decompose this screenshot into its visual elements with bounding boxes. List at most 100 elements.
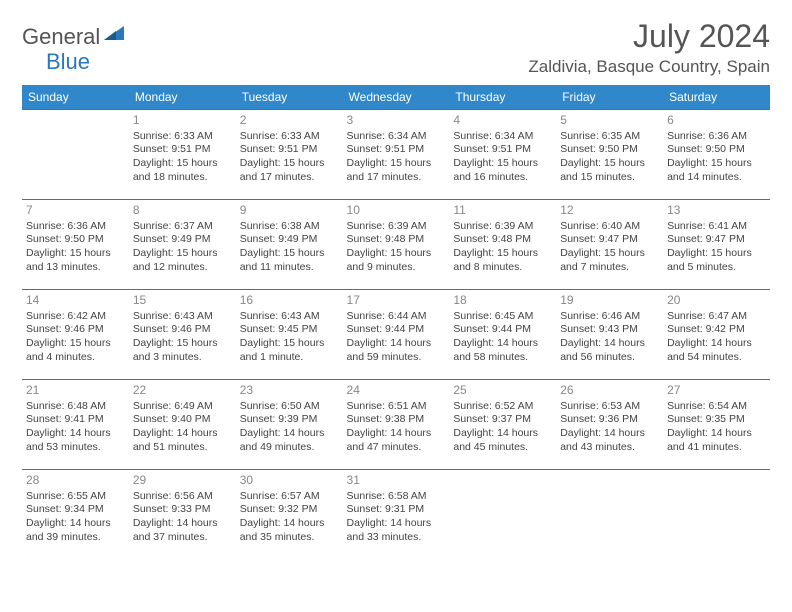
calendar-week-row: 7Sunrise: 6:36 AMSunset: 9:50 PMDaylight… xyxy=(22,200,770,290)
day-number: 8 xyxy=(133,203,232,219)
calendar-table: SundayMondayTuesdayWednesdayThursdayFrid… xyxy=(22,85,770,560)
calendar-day-cell xyxy=(663,470,770,560)
day-detail-line: Sunset: 9:51 PM xyxy=(453,143,552,157)
day-detail-line: Daylight: 15 hours and 1 minute. xyxy=(240,337,339,364)
day-detail-line: Daylight: 14 hours and 33 minutes. xyxy=(347,517,446,544)
calendar-week-row: 28Sunrise: 6:55 AMSunset: 9:34 PMDayligh… xyxy=(22,470,770,560)
day-detail-line: Sunset: 9:46 PM xyxy=(133,323,232,337)
day-detail-line: Sunrise: 6:43 AM xyxy=(240,310,339,324)
day-number: 7 xyxy=(26,203,125,219)
day-header: Friday xyxy=(556,85,663,110)
day-detail-line: Sunset: 9:33 PM xyxy=(133,503,232,517)
day-detail-line: Sunrise: 6:53 AM xyxy=(560,400,659,414)
day-number: 30 xyxy=(240,473,339,489)
day-detail-line: Sunset: 9:34 PM xyxy=(26,503,125,517)
day-header: Monday xyxy=(129,85,236,110)
calendar-day-cell: 16Sunrise: 6:43 AMSunset: 9:45 PMDayligh… xyxy=(236,290,343,380)
brand-logo: General xyxy=(22,24,126,50)
day-number: 6 xyxy=(667,113,766,129)
calendar-day-cell: 14Sunrise: 6:42 AMSunset: 9:46 PMDayligh… xyxy=(22,290,129,380)
day-detail-line: Sunrise: 6:57 AM xyxy=(240,490,339,504)
day-number: 23 xyxy=(240,383,339,399)
day-detail-line: Daylight: 14 hours and 43 minutes. xyxy=(560,427,659,454)
day-detail-line: Sunrise: 6:56 AM xyxy=(133,490,232,504)
day-number: 18 xyxy=(453,293,552,309)
day-number: 15 xyxy=(133,293,232,309)
calendar-day-cell: 22Sunrise: 6:49 AMSunset: 9:40 PMDayligh… xyxy=(129,380,236,470)
calendar-day-cell: 8Sunrise: 6:37 AMSunset: 9:49 PMDaylight… xyxy=(129,200,236,290)
day-detail-line: Daylight: 14 hours and 59 minutes. xyxy=(347,337,446,364)
day-detail-line: Sunset: 9:49 PM xyxy=(133,233,232,247)
calendar-day-cell: 6Sunrise: 6:36 AMSunset: 9:50 PMDaylight… xyxy=(663,110,770,200)
day-number: 20 xyxy=(667,293,766,309)
day-detail-line: Daylight: 15 hours and 12 minutes. xyxy=(133,247,232,274)
day-detail-line: Sunrise: 6:41 AM xyxy=(667,220,766,234)
calendar-day-cell xyxy=(556,470,663,560)
day-detail-line: Daylight: 14 hours and 49 minutes. xyxy=(240,427,339,454)
calendar-day-cell: 15Sunrise: 6:43 AMSunset: 9:46 PMDayligh… xyxy=(129,290,236,380)
day-detail-line: Sunset: 9:38 PM xyxy=(347,413,446,427)
day-number: 3 xyxy=(347,113,446,129)
calendar-body: 1Sunrise: 6:33 AMSunset: 9:51 PMDaylight… xyxy=(22,110,770,560)
brand-part1: General xyxy=(22,24,100,50)
day-header: Thursday xyxy=(449,85,556,110)
day-detail-line: Sunrise: 6:35 AM xyxy=(560,130,659,144)
day-detail-line: Daylight: 15 hours and 5 minutes. xyxy=(667,247,766,274)
day-detail-line: Daylight: 14 hours and 53 minutes. xyxy=(26,427,125,454)
day-detail-line: Sunrise: 6:40 AM xyxy=(560,220,659,234)
day-detail-line: Sunset: 9:51 PM xyxy=(347,143,446,157)
day-detail-line: Sunset: 9:43 PM xyxy=(560,323,659,337)
day-detail-line: Sunrise: 6:50 AM xyxy=(240,400,339,414)
day-number: 26 xyxy=(560,383,659,399)
day-detail-line: Sunrise: 6:46 AM xyxy=(560,310,659,324)
day-number: 29 xyxy=(133,473,232,489)
day-detail-line: Daylight: 15 hours and 9 minutes. xyxy=(347,247,446,274)
day-detail-line: Sunset: 9:45 PM xyxy=(240,323,339,337)
day-detail-line: Sunset: 9:44 PM xyxy=(347,323,446,337)
day-number: 4 xyxy=(453,113,552,129)
day-detail-line: Sunrise: 6:52 AM xyxy=(453,400,552,414)
day-detail-line: Daylight: 14 hours and 51 minutes. xyxy=(133,427,232,454)
day-number: 28 xyxy=(26,473,125,489)
calendar-day-cell: 7Sunrise: 6:36 AMSunset: 9:50 PMDaylight… xyxy=(22,200,129,290)
day-detail-line: Sunset: 9:32 PM xyxy=(240,503,339,517)
day-number: 17 xyxy=(347,293,446,309)
day-detail-line: Daylight: 15 hours and 16 minutes. xyxy=(453,157,552,184)
day-detail-line: Sunset: 9:40 PM xyxy=(133,413,232,427)
calendar-day-cell: 11Sunrise: 6:39 AMSunset: 9:48 PMDayligh… xyxy=(449,200,556,290)
day-number: 5 xyxy=(560,113,659,129)
day-detail-line: Sunrise: 6:45 AM xyxy=(453,310,552,324)
day-detail-line: Sunset: 9:49 PM xyxy=(240,233,339,247)
day-detail-line: Sunset: 9:48 PM xyxy=(347,233,446,247)
day-detail-line: Sunrise: 6:47 AM xyxy=(667,310,766,324)
day-detail-line: Daylight: 15 hours and 13 minutes. xyxy=(26,247,125,274)
calendar-day-cell: 9Sunrise: 6:38 AMSunset: 9:49 PMDaylight… xyxy=(236,200,343,290)
day-detail-line: Sunrise: 6:34 AM xyxy=(347,130,446,144)
day-detail-line: Sunrise: 6:34 AM xyxy=(453,130,552,144)
calendar-day-cell: 13Sunrise: 6:41 AMSunset: 9:47 PMDayligh… xyxy=(663,200,770,290)
calendar-day-cell: 2Sunrise: 6:33 AMSunset: 9:51 PMDaylight… xyxy=(236,110,343,200)
calendar-day-cell: 3Sunrise: 6:34 AMSunset: 9:51 PMDaylight… xyxy=(343,110,450,200)
day-detail-line: Daylight: 15 hours and 3 minutes. xyxy=(133,337,232,364)
day-detail-line: Daylight: 14 hours and 41 minutes. xyxy=(667,427,766,454)
day-detail-line: Sunset: 9:36 PM xyxy=(560,413,659,427)
calendar-day-cell: 20Sunrise: 6:47 AMSunset: 9:42 PMDayligh… xyxy=(663,290,770,380)
day-detail-line: Daylight: 14 hours and 56 minutes. xyxy=(560,337,659,364)
day-detail-line: Sunrise: 6:36 AM xyxy=(26,220,125,234)
day-detail-line: Sunset: 9:48 PM xyxy=(453,233,552,247)
day-detail-line: Sunrise: 6:42 AM xyxy=(26,310,125,324)
day-number: 21 xyxy=(26,383,125,399)
day-detail-line: Sunset: 9:42 PM xyxy=(667,323,766,337)
day-number: 25 xyxy=(453,383,552,399)
day-detail-line: Sunset: 9:47 PM xyxy=(560,233,659,247)
day-detail-line: Sunset: 9:41 PM xyxy=(26,413,125,427)
calendar-day-cell: 10Sunrise: 6:39 AMSunset: 9:48 PMDayligh… xyxy=(343,200,450,290)
day-detail-line: Sunset: 9:31 PM xyxy=(347,503,446,517)
day-detail-line: Daylight: 14 hours and 39 minutes. xyxy=(26,517,125,544)
day-detail-line: Sunrise: 6:39 AM xyxy=(453,220,552,234)
day-detail-line: Daylight: 15 hours and 7 minutes. xyxy=(560,247,659,274)
calendar-day-cell: 17Sunrise: 6:44 AMSunset: 9:44 PMDayligh… xyxy=(343,290,450,380)
day-detail-line: Sunrise: 6:55 AM xyxy=(26,490,125,504)
day-number: 22 xyxy=(133,383,232,399)
day-number: 27 xyxy=(667,383,766,399)
